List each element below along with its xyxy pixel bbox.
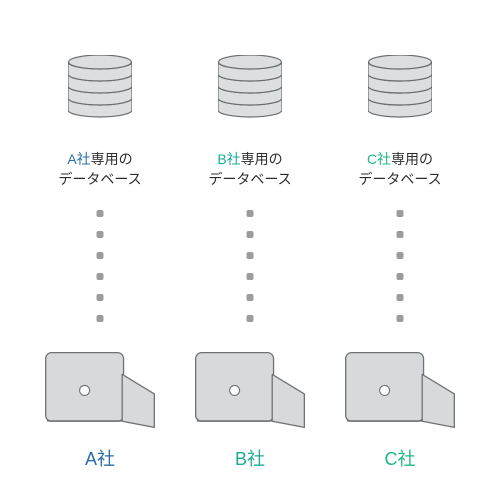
database-label-rest: 専用の — [241, 151, 283, 167]
dot — [97, 315, 104, 322]
dot — [397, 210, 404, 217]
database-label-rest: 専用の — [91, 151, 133, 167]
dot — [247, 273, 254, 280]
dot — [247, 315, 254, 322]
database-label-line2: データベース — [170, 170, 330, 190]
database-label-rest: 専用の — [391, 151, 433, 167]
dot — [397, 273, 404, 280]
laptop-icon — [345, 352, 455, 433]
database-label-company: B社 — [217, 151, 240, 167]
dot — [97, 231, 104, 238]
dot — [397, 252, 404, 259]
column-C: C社専用のデータベースC社 — [320, 0, 480, 500]
database-icon — [68, 55, 132, 129]
database-label-company: A社 — [67, 151, 90, 167]
diagram-canvas: A社専用のデータベースA社B社専用のデータベースB社C社専用のデータベースC社 — [0, 0, 500, 500]
laptop-icon — [195, 352, 305, 433]
dot — [97, 273, 104, 280]
dot — [397, 315, 404, 322]
database-label-line2: データベース — [320, 170, 480, 190]
dot — [247, 210, 254, 217]
dot — [97, 210, 104, 217]
database-label-line2: データベース — [20, 170, 180, 190]
dot — [247, 231, 254, 238]
column-A: A社専用のデータベースA社 — [20, 0, 180, 500]
database-label: A社専用のデータベース — [20, 150, 180, 189]
laptop-label: C社 — [320, 445, 480, 471]
connection-dots — [97, 210, 104, 322]
dot — [397, 294, 404, 301]
database-label: B社専用のデータベース — [170, 150, 330, 189]
dot — [397, 231, 404, 238]
database-label: C社専用のデータベース — [320, 150, 480, 189]
database-icon — [368, 55, 432, 129]
database-label-company: C社 — [367, 151, 391, 167]
laptop-icon — [45, 352, 155, 433]
dot — [247, 294, 254, 301]
connection-dots — [397, 210, 404, 322]
laptop-label: B社 — [170, 445, 330, 471]
column-B: B社専用のデータベースB社 — [170, 0, 330, 500]
database-icon — [218, 55, 282, 129]
dot — [247, 252, 254, 259]
connection-dots — [247, 210, 254, 322]
laptop-label: A社 — [20, 445, 180, 471]
dot — [97, 294, 104, 301]
dot — [97, 252, 104, 259]
